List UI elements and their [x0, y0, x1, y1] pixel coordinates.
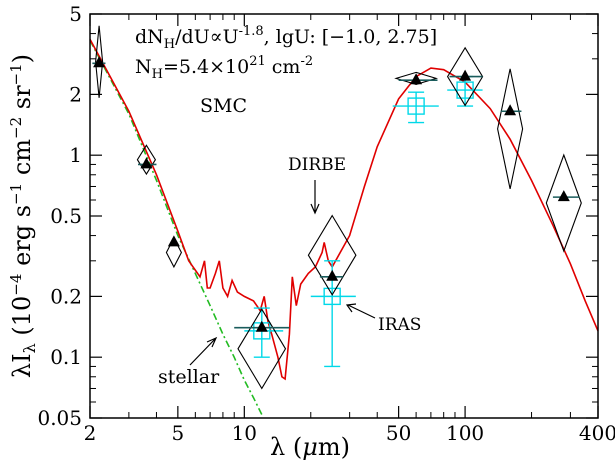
model-band-diamond: [237, 308, 287, 390]
observed-point: [504, 104, 517, 116]
x-tick-label: 2: [84, 421, 97, 445]
x-axis-title: λ (μm): [270, 433, 350, 461]
x-tick-label: 10: [232, 421, 257, 445]
y-axis-title: λIλ (10−4 erg s−1 cm−2 sr−1): [7, 54, 39, 378]
iras-point: [407, 97, 425, 115]
observed-point: [557, 190, 570, 202]
stellar-label: stellar: [158, 366, 220, 388]
stellar-arrow: [189, 336, 218, 366]
galaxy-label: SMC: [200, 95, 247, 117]
y-tick-label: 2: [69, 82, 82, 106]
y-tick-label: 0.2: [50, 284, 82, 308]
model-params-line2: NH=5.4×1021 cm-2: [135, 54, 313, 82]
observed-point: [93, 56, 106, 68]
dirbe-arrow: [310, 180, 320, 215]
iras-point: [323, 287, 341, 306]
y-tick-label: 0.1: [50, 345, 82, 369]
model-params-line1: dNH/dU∝U-1.8, lgU: [−1.0, 2.75]: [135, 24, 437, 52]
y-tick-label: 1: [69, 143, 82, 167]
x-tick-label: 400: [579, 421, 615, 445]
observed-point: [326, 269, 339, 281]
model-line: [89, 38, 599, 381]
model-band-diamond: [165, 236, 183, 269]
observed-point: [255, 320, 268, 332]
x-tick-label: 50: [386, 421, 411, 445]
model-band-diamond: [394, 71, 439, 85]
iras-point: [456, 81, 474, 99]
iras-label: IRAS: [378, 315, 421, 335]
y-tick-label: 5: [69, 2, 82, 26]
plot-frame: [89, 13, 599, 419]
y-tick-label: 0.5: [50, 204, 82, 228]
y-tick-label: 0.05: [37, 406, 82, 430]
observed-point: [167, 235, 180, 247]
iras-arrow: [345, 303, 376, 319]
x-tick-label: 5: [171, 421, 184, 445]
model-band-diamond: [95, 25, 104, 98]
model-band-diamond: [545, 153, 582, 253]
model-band-diamond: [497, 68, 524, 190]
x-tick-label: 100: [446, 421, 484, 445]
model-band-diamond: [446, 46, 484, 107]
model-band-diamond: [307, 214, 357, 296]
observed-point: [410, 73, 423, 85]
model-band-diamond: [136, 144, 157, 176]
observed-point: [140, 157, 153, 169]
stellar-line: [89, 40, 263, 415]
dirbe-label: DIRBE: [288, 155, 346, 175]
observed-point: [459, 69, 472, 81]
